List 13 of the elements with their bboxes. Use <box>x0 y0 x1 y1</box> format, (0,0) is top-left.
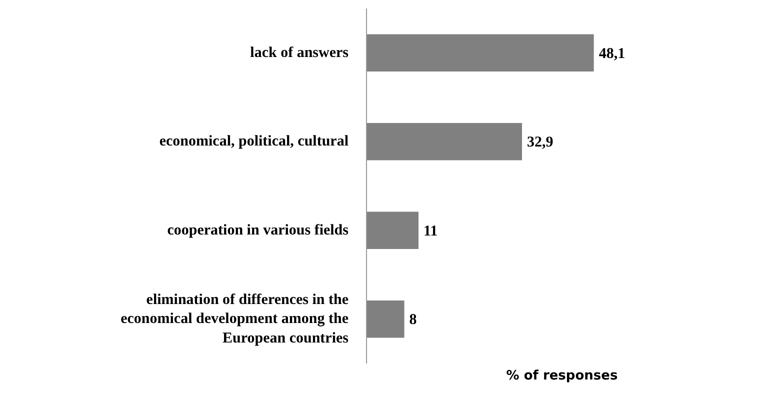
y-tick-label: elimination of differences in the economical development among the European countries <box>120 292 349 346</box>
bar <box>366 212 418 250</box>
bar <box>366 34 594 72</box>
data-label: 48,1 <box>598 46 626 62</box>
data-label: 8 <box>409 312 417 328</box>
x-axis-title: % of responses <box>506 368 618 384</box>
data-label: 11 <box>423 223 438 240</box>
y-tick-label: lack of answers <box>250 44 349 61</box>
bar <box>366 122 522 160</box>
y-tick-label: cooperation in various fields <box>167 222 349 238</box>
bar <box>366 300 404 338</box>
y-tick-label: economical, political, cultural <box>159 134 348 150</box>
data-label: 32,9 <box>526 134 554 151</box>
